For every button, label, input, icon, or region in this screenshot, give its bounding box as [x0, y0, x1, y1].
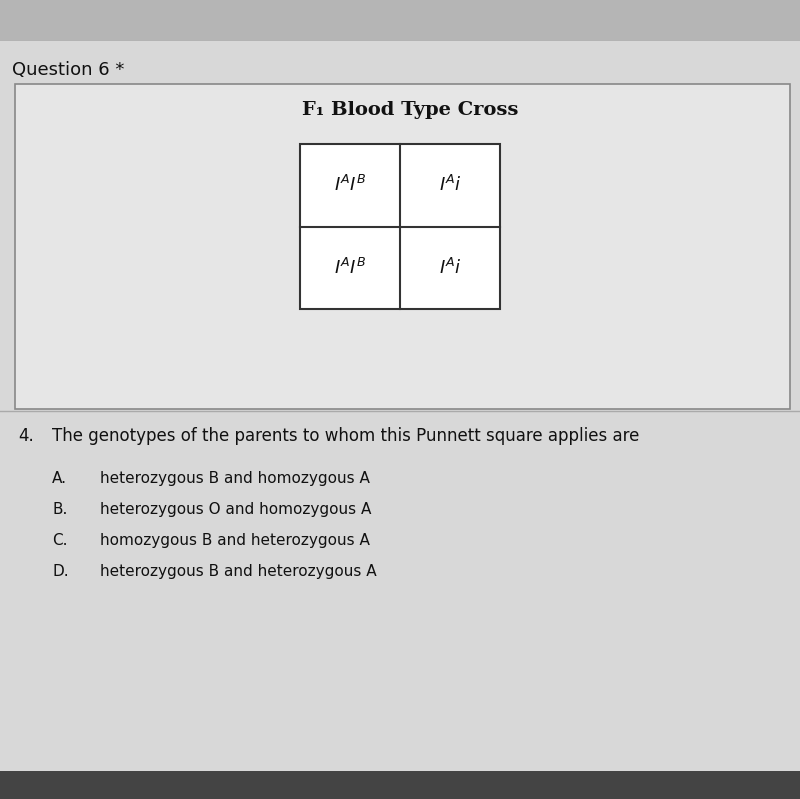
Bar [0, 771, 800, 799]
Bar [300, 144, 500, 309]
Text: C.: C. [52, 533, 67, 548]
Text: A.: A. [52, 471, 67, 486]
Text: homozygous B and heterozygous A: homozygous B and heterozygous A [100, 533, 370, 548]
Text: heterozygous O and homozygous A: heterozygous O and homozygous A [100, 502, 371, 517]
Text: heterozygous B and heterozygous A: heterozygous B and heterozygous A [100, 564, 377, 579]
Bar [15, 84, 790, 409]
Text: 4.: 4. [18, 427, 34, 445]
Text: heterozygous B and homozygous A: heterozygous B and homozygous A [100, 471, 370, 486]
Text: B.: B. [52, 502, 67, 517]
Text: D.: D. [52, 564, 69, 579]
Text: $\mathit{I}^{\mathit{A}}\mathit{I}^{\mathit{B}}$: $\mathit{I}^{\mathit{A}}\mathit{I}^{\mat… [334, 175, 366, 195]
Bar [0, 0, 800, 41]
Text: F₁ Blood Type Cross: F₁ Blood Type Cross [302, 101, 518, 119]
Text: $\mathit{I}^{\mathit{A}}\mathit{I}^{\mathit{B}}$: $\mathit{I}^{\mathit{A}}\mathit{I}^{\mat… [334, 258, 366, 278]
Text: The genotypes of the parents to whom this Punnett square applies are: The genotypes of the parents to whom thi… [52, 427, 639, 445]
Text: $\mathit{I}^{\mathit{A}}\mathit{i}$: $\mathit{I}^{\mathit{A}}\mathit{i}$ [438, 175, 462, 195]
Text: $\mathit{I}^{\mathit{A}}\mathit{i}$: $\mathit{I}^{\mathit{A}}\mathit{i}$ [438, 258, 462, 278]
Text: Question 6 *: Question 6 * [12, 61, 124, 79]
